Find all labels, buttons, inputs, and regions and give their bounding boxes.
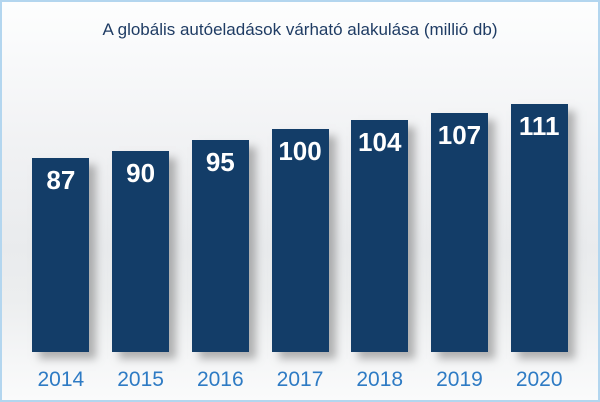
x-axis-label-2015: 2015 [117, 368, 164, 391]
bar-2016: 95 [191, 140, 249, 352]
bars-area: 87 90 95 100 104 107 111 [21, 104, 579, 352]
x-axis-label-2016: 2016 [196, 368, 244, 391]
x-axis-labels: 2014 2015 2016 2017 2018 2019 2020 [21, 368, 579, 392]
bar-column-2015: 90 [101, 104, 181, 352]
bar-column-2019: 107 [420, 104, 500, 352]
x-axis-label-2019: 2019 [436, 368, 483, 391]
x-axis-label-2018: 2018 [356, 368, 404, 391]
bar-column-2016: 95 [180, 104, 260, 352]
bar-2020: 111 [510, 104, 568, 352]
bar-2014: 87 [32, 158, 90, 352]
bar-column-2020: 111 [499, 104, 579, 352]
bar-2015: 90 [112, 151, 170, 352]
bar-column-2018: 104 [340, 104, 420, 352]
bar-value-label: 87 [46, 165, 76, 195]
chart-title: A globális autóeladások várható alakulás… [102, 20, 498, 39]
bar-2019: 107 [430, 113, 488, 352]
bar-value-label: 111 [518, 111, 560, 141]
bar-2017: 100 [271, 129, 329, 352]
x-axis-label-2020: 2020 [515, 368, 563, 391]
bar-2018: 104 [351, 120, 409, 352]
bar-value-label: 104 [358, 127, 402, 157]
x-axis-label-2014: 2014 [37, 368, 85, 391]
bar-column-2014: 87 [21, 104, 101, 352]
bar-value-label: 95 [205, 147, 235, 177]
bar-value-label: 107 [437, 120, 482, 150]
x-axis-label-2017: 2017 [276, 368, 324, 391]
bar-column-2017: 100 [260, 104, 340, 352]
bar-value-label: 90 [126, 158, 156, 188]
bar-value-label: 100 [278, 136, 322, 166]
